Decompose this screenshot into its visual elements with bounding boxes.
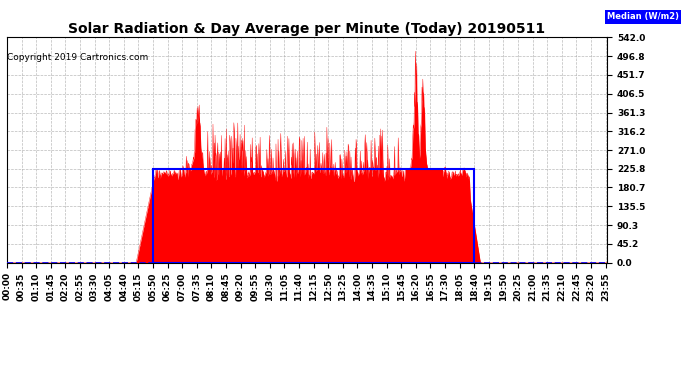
Text: Median (W/m2): Median (W/m2)	[607, 12, 679, 21]
Bar	[153, 169, 474, 262]
Title: Solar Radiation & Day Average per Minute (Today) 20190511: Solar Radiation & Day Average per Minute…	[68, 22, 546, 36]
Text: Copyright 2019 Cartronics.com: Copyright 2019 Cartronics.com	[7, 53, 148, 62]
